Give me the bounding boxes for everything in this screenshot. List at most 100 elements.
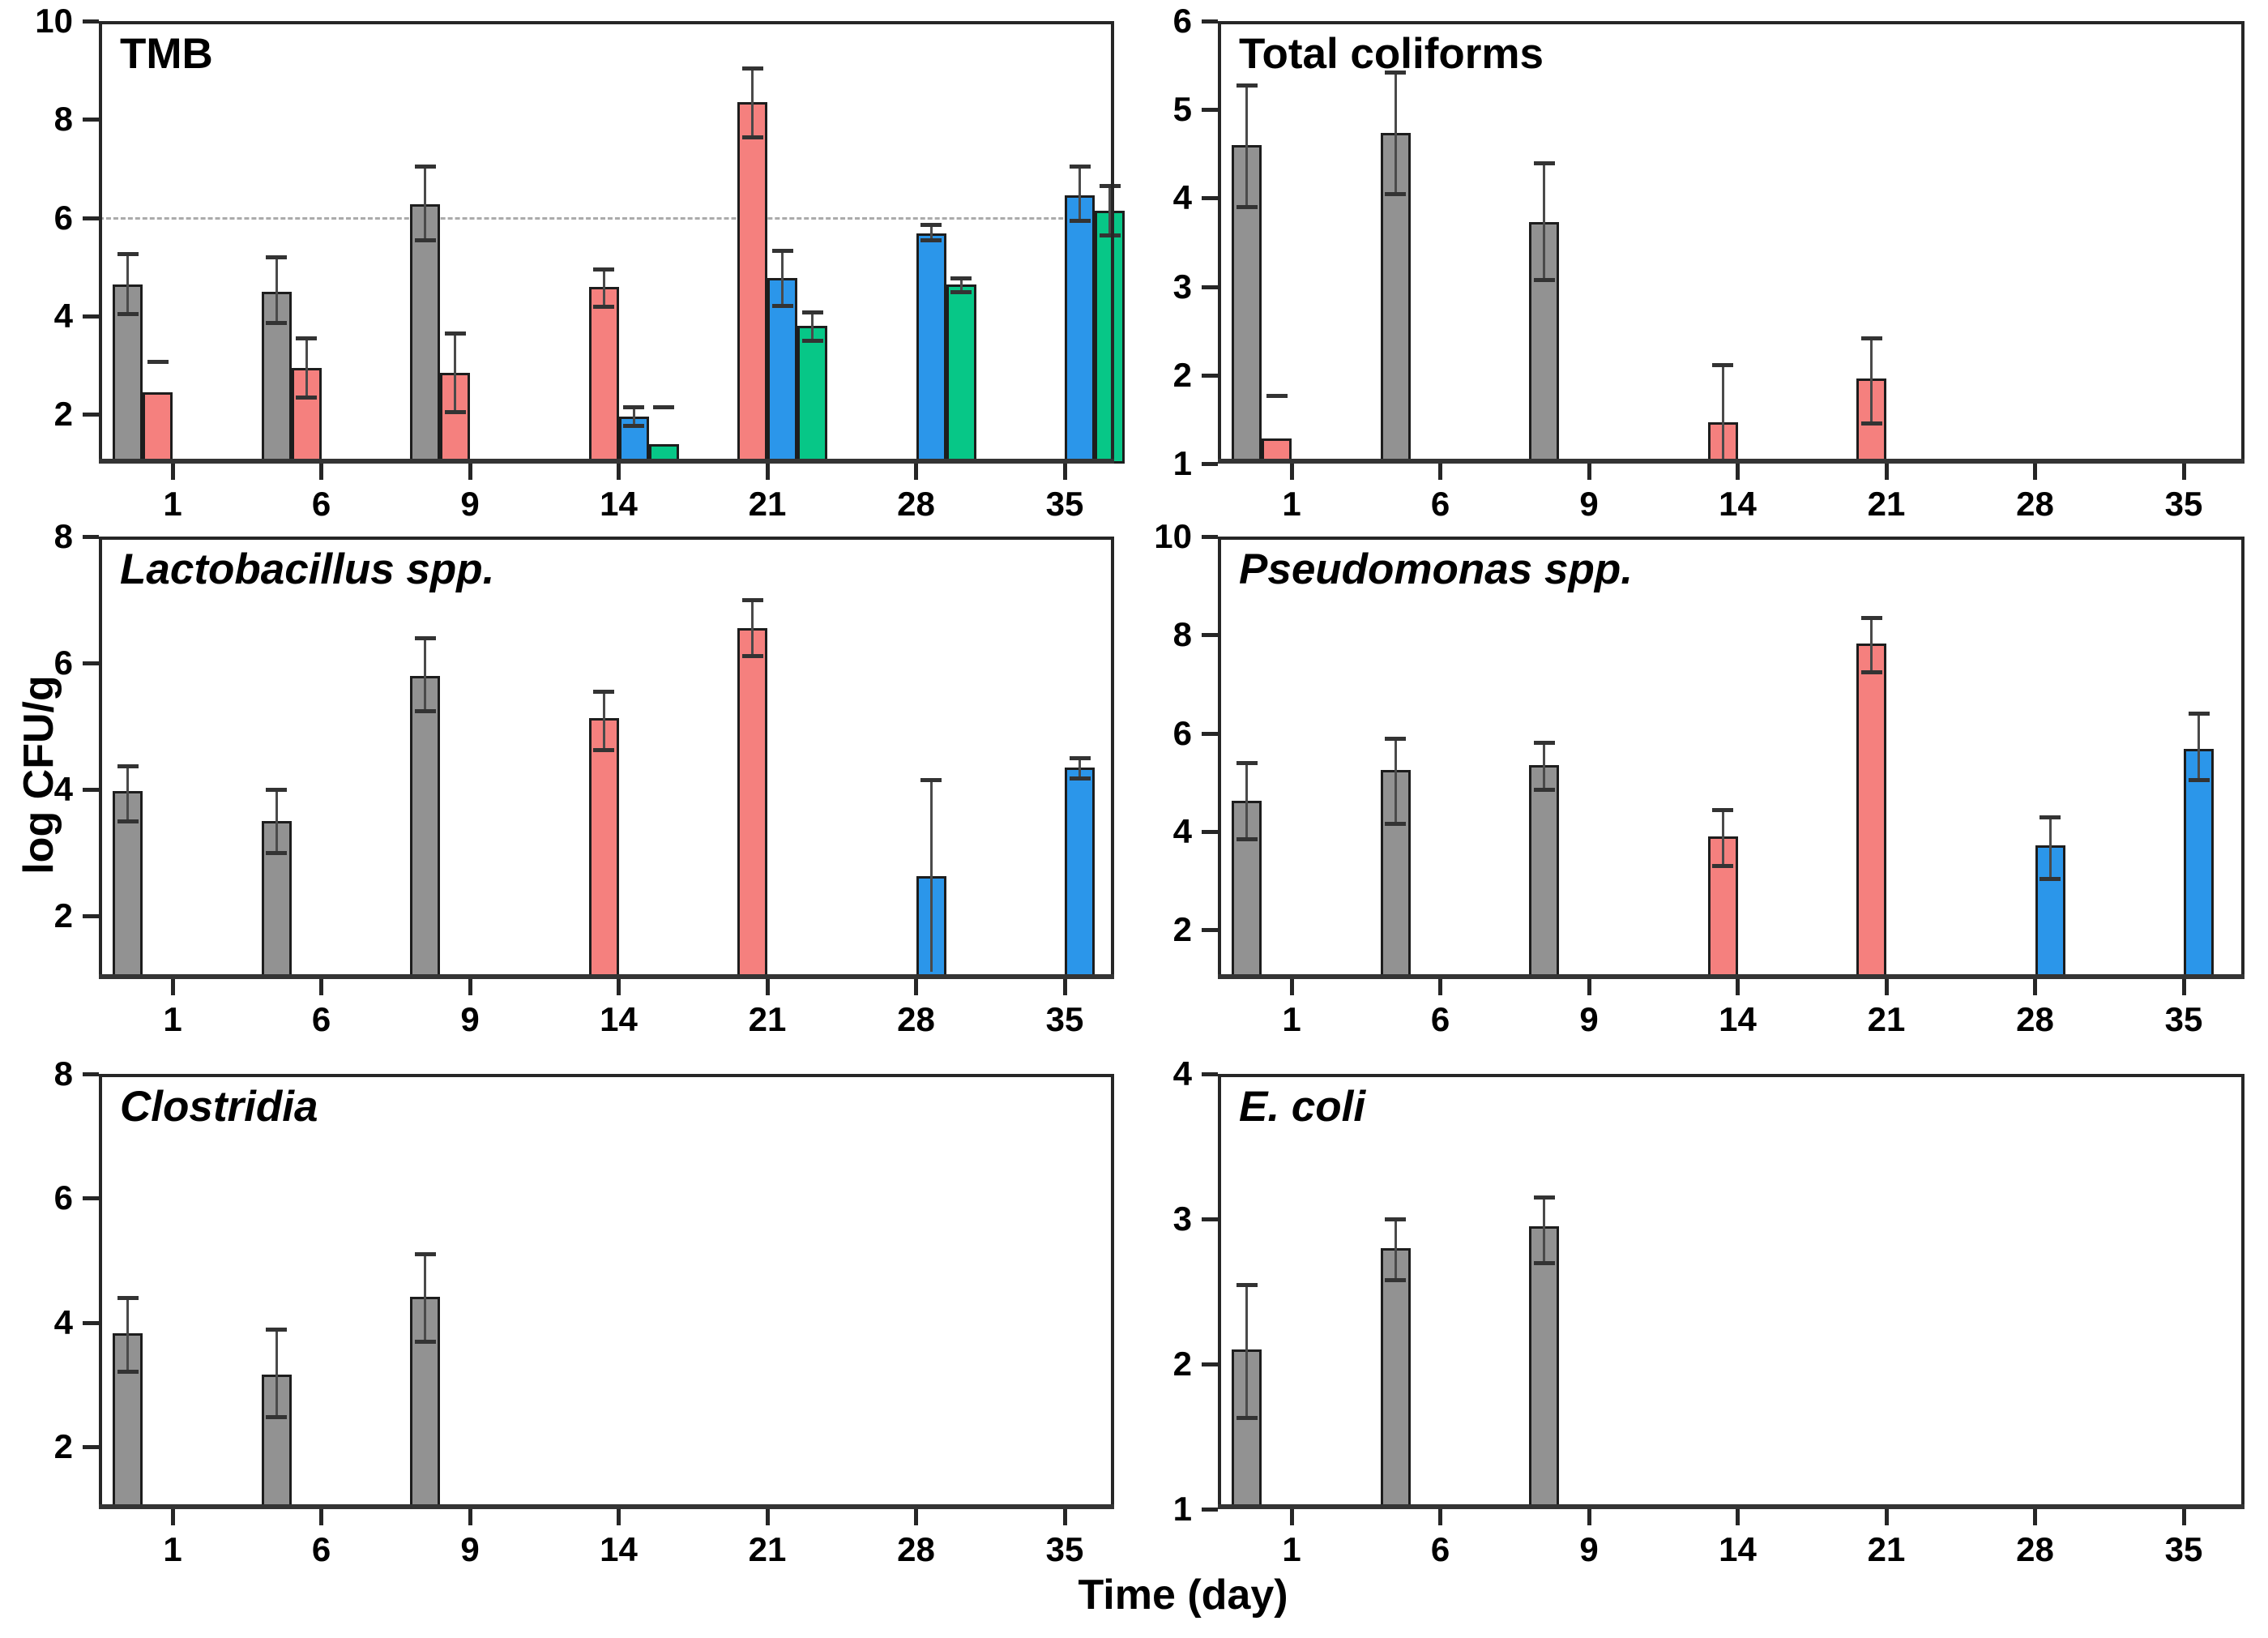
error-bar-cap-bottom — [1236, 1416, 1258, 1421]
axis-spine-right — [2241, 1074, 2245, 1509]
y-tick-mark — [83, 314, 99, 319]
axis-spine-bottom — [1218, 459, 2245, 464]
error-bar-cap-bottom — [1533, 1260, 1555, 1265]
x-tick-mark — [170, 464, 175, 480]
error-bar-line — [1078, 165, 1081, 220]
error-bar-cap-bottom — [1385, 191, 1406, 196]
error-bar-cap-bottom — [2188, 778, 2210, 783]
x-tick-label: 35 — [2164, 485, 2203, 523]
x-tick-mark — [319, 464, 323, 480]
error-bar-cap-top — [920, 223, 942, 228]
error-bar-cap-bottom — [266, 851, 287, 855]
error-bar-cap-top — [1236, 1282, 1258, 1287]
y-tick-mark — [1202, 731, 1218, 736]
y-tick-label: 6 — [53, 198, 73, 237]
panel-title: Pseudomonas spp. — [1239, 545, 1633, 593]
error-bar-cap-bottom — [593, 304, 614, 309]
error-bar-line — [751, 67, 754, 137]
x-tick-label: 28 — [2016, 485, 2054, 523]
error-bar-cap-bottom — [1236, 837, 1258, 842]
y-tick-mark — [1202, 830, 1218, 834]
y-tick-mark — [83, 1072, 99, 1076]
x-tick-label: 14 — [600, 485, 638, 523]
y-tick-mark — [83, 118, 99, 122]
x-tick-mark — [617, 464, 621, 480]
error-bar-cap-bottom — [2039, 876, 2061, 881]
axis-spine-left — [1218, 21, 1221, 464]
x-tick-label: 1 — [163, 1530, 182, 1568]
error-bar-cap-top — [920, 778, 942, 783]
error-bar-cap-top — [1533, 1195, 1555, 1200]
axis-spine-right — [1111, 537, 1114, 979]
x-tick-mark — [1438, 1509, 1442, 1525]
error-bar-line — [2198, 713, 2200, 781]
y-tick-label: 2 — [53, 1427, 73, 1466]
error-bar-cap-top — [593, 690, 614, 695]
axis-spine-bottom — [99, 459, 1114, 464]
x-tick-label: 6 — [311, 485, 331, 523]
x-tick-label: 14 — [600, 1530, 638, 1568]
error-bar-cap-top — [414, 164, 436, 169]
panel-total-coliforms: Total coliforms 1 2 3 4 5 6 1 6 9 14 21 28 35 — [1173, 2, 2245, 523]
error-bar-line — [126, 253, 129, 314]
x-tick-mark — [1438, 464, 1442, 480]
error-bar-cap-top — [741, 598, 763, 602]
axis-spine-bottom — [99, 1504, 1114, 1509]
x-tick-mark — [319, 979, 323, 995]
x-tick-label: 28 — [897, 1000, 935, 1038]
y-tick-label: 5 — [1172, 90, 1192, 129]
error-bar-cap-bottom — [920, 237, 942, 242]
error-bar-cap-top — [593, 267, 614, 272]
error-bar-line — [275, 1328, 278, 1418]
axis-spine-top — [99, 537, 1114, 540]
y-tick-label: 10 — [1154, 517, 1192, 555]
axis-spine-right — [1111, 1074, 1114, 1509]
error-bar-line — [275, 257, 278, 323]
y-tick-label: 2 — [1172, 1345, 1192, 1383]
error-bar-cap-top — [653, 405, 674, 410]
axis-spine-bottom — [1218, 1504, 2245, 1509]
y-tick-mark — [1202, 535, 1218, 539]
bar-day28-blue — [916, 233, 946, 464]
error-bar-cap-top — [1712, 807, 1733, 812]
bar-day9-gray — [1529, 1225, 1559, 1509]
x-tick-mark — [1884, 979, 1889, 995]
error-bar-cap-bottom — [117, 311, 139, 316]
panel-title: Clostridia — [120, 1083, 318, 1131]
error-bar-cap-top — [266, 788, 287, 792]
error-bar-cap-top — [414, 1252, 436, 1257]
y-tick-label: 8 — [53, 100, 73, 139]
error-bar-cap-top — [1533, 740, 1555, 745]
x-tick-mark — [914, 464, 918, 480]
axis-spine-right — [1111, 21, 1114, 464]
bar-day9-gray — [1529, 765, 1559, 979]
y-tick-mark — [83, 788, 99, 792]
y-tick-mark — [83, 19, 99, 24]
error-bar-cap-top — [950, 276, 972, 280]
error-bar-line — [1394, 72, 1397, 194]
x-tick-mark — [2181, 1509, 2186, 1525]
panel-tmb: TMB 2 4 6 8 10 1 6 9 14 21 28 35 — [35, 2, 1125, 523]
error-bar-line — [1721, 809, 1724, 866]
error-bar-cap-top — [1860, 616, 1882, 621]
axis-spine-top — [1218, 537, 2245, 540]
error-bar-cap-top — [147, 359, 169, 364]
x-tick-mark — [617, 979, 621, 995]
y-tick-mark — [83, 216, 99, 220]
bar-day35-green — [1095, 210, 1125, 464]
axis-spine-left — [1218, 1074, 1221, 1509]
error-bar-cap-bottom — [741, 653, 763, 658]
x-tick-label: 35 — [1045, 485, 1084, 523]
panel-title: Lactobacillus spp. — [120, 545, 495, 593]
panel-title: Total coliforms — [1239, 30, 1544, 78]
error-bar-line — [1245, 84, 1248, 207]
x-tick-label: 28 — [897, 485, 935, 523]
x-tick-mark — [468, 1509, 472, 1525]
y-tick-mark — [1202, 462, 1218, 466]
x-tick-mark — [914, 1509, 918, 1525]
error-bar-cap-top — [2188, 712, 2210, 716]
x-tick-mark — [2181, 979, 2186, 995]
error-bar-cap-top — [266, 1327, 287, 1332]
reference-line — [99, 216, 1114, 220]
